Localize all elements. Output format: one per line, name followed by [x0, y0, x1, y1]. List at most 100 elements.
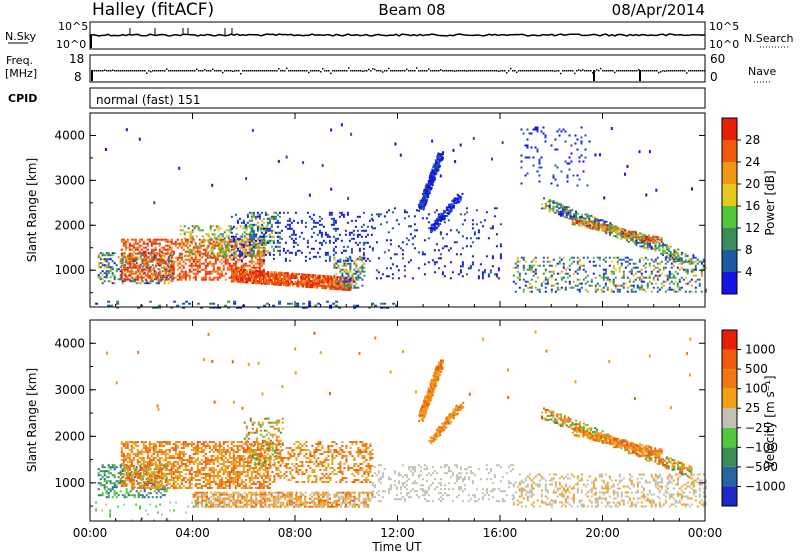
range-gate-cell — [187, 273, 189, 275]
range-gate-cell — [695, 257, 697, 259]
range-gate-cell — [241, 222, 243, 224]
freq-point — [136, 70, 138, 72]
range-gate-cell — [625, 283, 627, 285]
range-gate-cell — [438, 153, 440, 155]
freq-point — [296, 70, 298, 72]
range-gate-cell — [474, 231, 476, 233]
range-gate-cell — [104, 470, 106, 472]
range-gate-cell — [285, 226, 287, 228]
range-gate-cell — [359, 242, 361, 244]
range-gate-cell — [297, 250, 299, 252]
range-gate-cell — [123, 241, 125, 243]
freq-point — [538, 70, 540, 72]
colorbar-tick-label: 16 — [745, 199, 760, 213]
range-gate-cell — [446, 215, 448, 217]
range-gate-cell — [581, 287, 583, 289]
range-gate-cell — [456, 201, 458, 203]
range-gate-cell — [237, 269, 239, 271]
range-gate-cell — [327, 278, 329, 280]
range-gate-cell — [359, 216, 361, 218]
range-gate-cell — [114, 468, 116, 470]
range-gate-cell — [291, 283, 293, 285]
range-gate-cell — [179, 263, 181, 265]
range-gate-cell — [249, 278, 251, 280]
range-gate-cell — [135, 279, 137, 281]
range-gate-cell — [412, 277, 414, 279]
range-gate-cell — [147, 269, 149, 271]
range-gate-cell — [651, 246, 653, 248]
range-gate-cell — [227, 269, 229, 271]
range-gate-cell — [579, 267, 581, 269]
range-gate-cell — [116, 492, 118, 494]
range-gate-cell — [347, 271, 349, 273]
freq-point — [470, 70, 472, 72]
range-gate-cell — [553, 177, 555, 179]
range-gate-cell — [631, 233, 633, 235]
range-gate-cell — [132, 494, 134, 496]
range-gate-cell — [422, 217, 424, 219]
range-gate-cell — [330, 278, 332, 280]
range-gate-cell — [143, 255, 145, 257]
range-gate-cell — [317, 234, 319, 236]
range-gate-cell — [681, 287, 683, 289]
range-gate-cell — [666, 256, 668, 258]
range-gate-cell — [159, 249, 161, 251]
range-gate-cell — [143, 241, 145, 243]
freq-point — [378, 70, 380, 72]
range-gate-cell — [531, 147, 533, 149]
range-gate-cell — [573, 257, 575, 259]
range-gate-cell — [562, 207, 564, 209]
range-gate-cell — [331, 284, 333, 286]
range-gate-cell — [341, 212, 343, 214]
range-gate-cell — [271, 218, 273, 220]
y-tick-label: 2000 — [54, 218, 85, 232]
range-gate-cell — [155, 253, 157, 255]
range-gate-cell — [519, 261, 521, 263]
range-gate-cell — [677, 273, 679, 275]
freq-point — [428, 68, 430, 70]
range-gate-cell — [128, 492, 130, 494]
range-gate-cell — [141, 279, 143, 281]
range-gate-cell — [701, 271, 703, 273]
range-gate-cell — [410, 233, 412, 235]
range-gate-cell — [263, 263, 265, 265]
range-gate-cell — [219, 267, 221, 269]
range-gate-cell — [426, 217, 428, 219]
freq-point — [254, 70, 256, 72]
range-gate-cell — [442, 271, 444, 273]
range-gate-cell — [231, 259, 233, 261]
range-gate-cell — [632, 241, 634, 243]
range-gate-cell — [521, 183, 523, 185]
range-gate-cell — [223, 265, 225, 267]
range-gate-cell — [557, 167, 559, 169]
range-gate-cell — [240, 247, 242, 249]
range-gate-cell — [253, 261, 255, 263]
range-gate-cell — [656, 247, 658, 249]
range-gate-cell — [201, 269, 203, 271]
range-gate-cell — [597, 289, 599, 291]
range-gate-cell — [257, 259, 259, 261]
freq-point — [670, 70, 672, 72]
freq-point — [340, 70, 342, 72]
range-gate-cell — [673, 259, 675, 261]
range-gate-cell — [123, 273, 125, 275]
range-gate-cell — [269, 252, 271, 254]
range-gate-cell — [649, 275, 651, 277]
range-gate-cell — [490, 227, 492, 229]
range-gate-cell — [444, 245, 446, 247]
range-gate-cell — [347, 281, 349, 283]
range-gate-cell — [161, 239, 163, 241]
range-gate-cell — [418, 210, 420, 212]
range-gate-cell — [300, 278, 302, 280]
freq-left-unit: [MHz] — [5, 67, 37, 80]
range-gate-cell — [371, 214, 373, 216]
freq-point — [532, 70, 534, 72]
range-gate-cell — [573, 287, 575, 289]
range-gate-cell — [372, 247, 374, 249]
range-gate-cell — [593, 273, 595, 275]
range-gate-cell — [545, 291, 547, 293]
range-gate-cell — [153, 253, 155, 255]
freq-point — [582, 69, 584, 71]
range-gate-cell — [242, 239, 244, 241]
range-gate-cell — [568, 218, 570, 220]
